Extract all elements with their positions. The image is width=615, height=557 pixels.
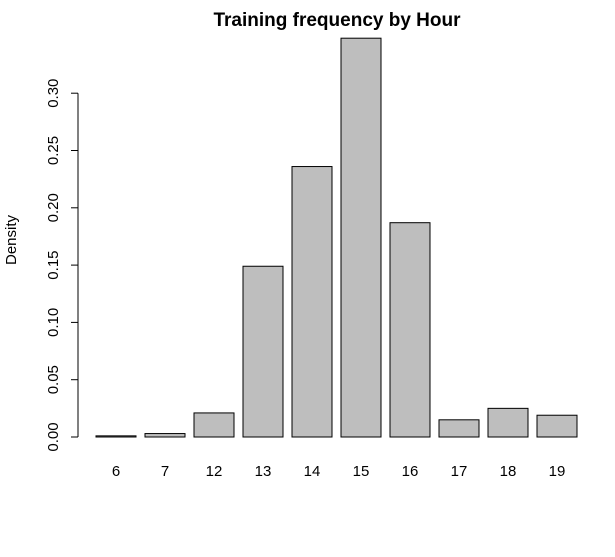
x-axis-labels: 6 7 12 13 14 15 16 17 18 19 [112,463,566,480]
bar-12 [193,412,235,438]
y-tick-label: 0.00 [45,422,62,451]
x-tick-label: 12 [206,463,223,480]
y-axis: 0.00 0.05 0.10 0.15 0.20 0.25 0.30 [45,79,79,452]
bar-19 [536,414,578,438]
x-tick-label: 7 [161,463,169,480]
x-tick-label: 15 [353,463,370,480]
bar-18 [487,407,529,438]
y-tick-label: 0.10 [45,308,62,337]
y-tick-label: 0.20 [45,193,62,222]
y-axis-title: Density [3,214,20,265]
x-tick-label: 13 [255,463,272,480]
chart-title: Training frequency by Hour [213,10,461,31]
bars-group [95,37,578,438]
bar-13 [242,265,284,438]
y-tick-label: 0.15 [45,250,62,279]
x-tick-label: 18 [500,463,517,480]
x-tick-label: 16 [402,463,419,480]
bar-7 [144,433,186,438]
x-tick-label: 6 [112,463,120,480]
bar-15 [340,37,382,438]
bar-17 [438,419,480,438]
y-tick-label: 0.05 [45,365,62,394]
bar-6 [95,435,137,438]
x-tick-label: 17 [451,463,468,480]
x-tick-label: 19 [549,463,566,480]
bar-16 [389,222,431,438]
bar-14 [291,166,333,438]
y-tick-label: 0.25 [45,136,62,165]
x-tick-label: 14 [304,463,321,480]
y-tick-label: 0.30 [45,79,62,108]
